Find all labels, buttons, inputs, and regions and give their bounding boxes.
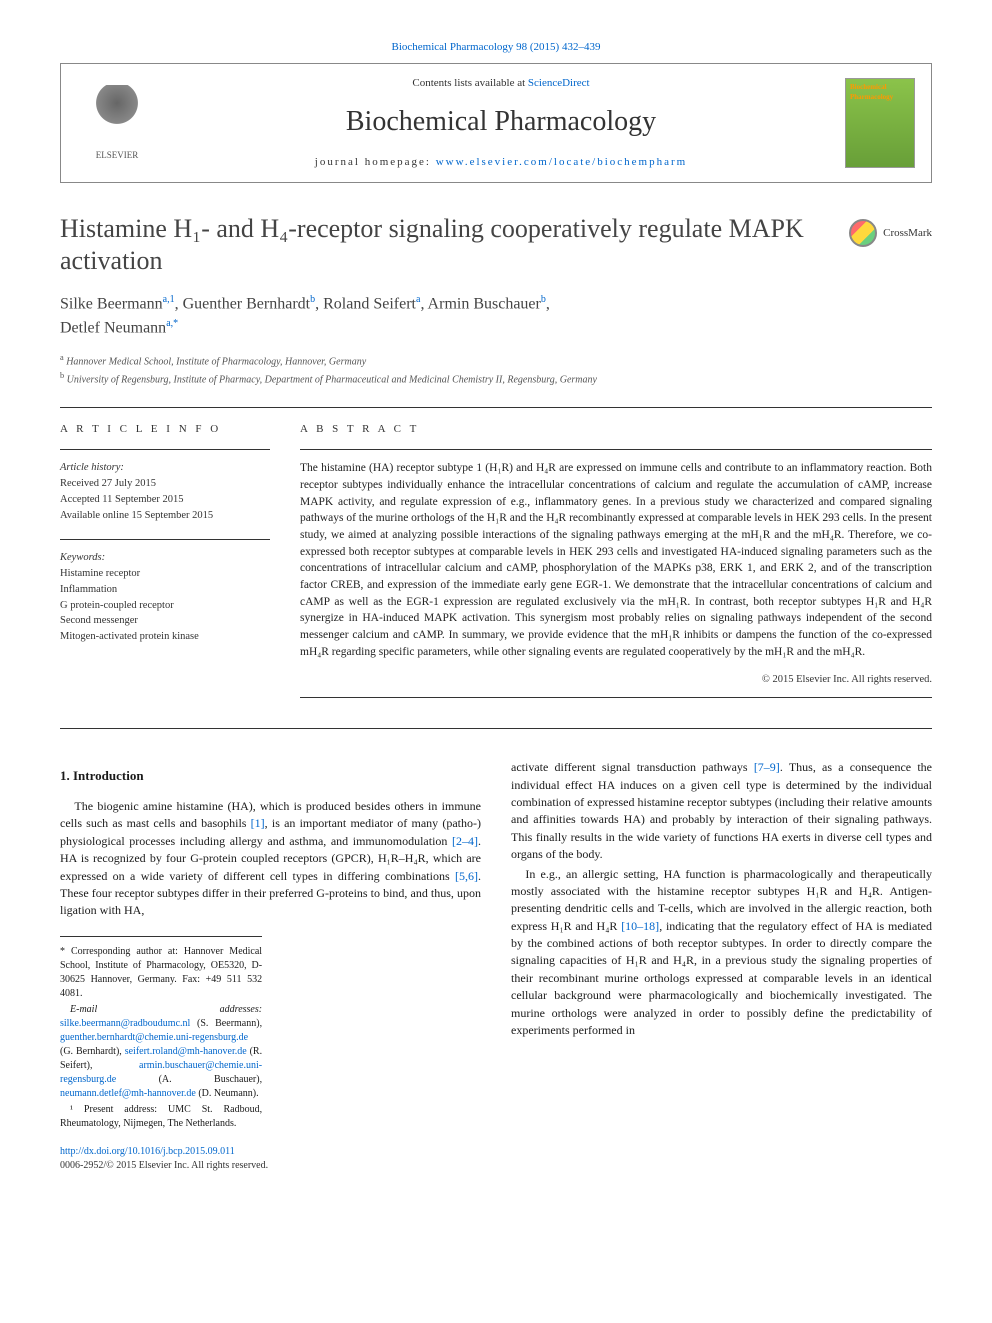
citation-link[interactable]: [1] xyxy=(251,816,265,830)
abstract-heading: A B S T R A C T xyxy=(300,422,932,437)
abstract-copyright: © 2015 Elsevier Inc. All rights reserved… xyxy=(300,673,932,688)
journal-homepage-line: journal homepage: www.elsevier.com/locat… xyxy=(157,155,845,170)
introduction-heading: 1. Introduction xyxy=(60,767,481,786)
keyword: Inflammation xyxy=(60,582,270,598)
citation-link[interactable]: [10–18] xyxy=(621,919,659,933)
doi-link[interactable]: http://dx.doi.org/10.1016/j.bcp.2015.09.… xyxy=(60,1146,235,1157)
article-title: Histamine H₁- and H₄-receptor signaling … xyxy=(60,213,829,275)
affiliations: a Hannover Medical School, Institute of … xyxy=(60,352,932,387)
elsevier-tree-icon xyxy=(87,85,147,145)
email-addresses: E-mail addresses: silke.beermann@radboud… xyxy=(60,1003,262,1101)
journal-homepage-link[interactable]: www.elsevier.com/locate/biochempharm xyxy=(436,156,688,168)
abstract-text: The histamine (HA) receptor subtype 1 (H… xyxy=(300,460,932,660)
rule-top xyxy=(60,407,932,408)
keyword: Second messenger xyxy=(60,613,270,629)
article-info-heading: A R T I C L E I N F O xyxy=(60,422,270,437)
email-link[interactable]: seifert.roland@mh-hanover.de xyxy=(125,1046,247,1057)
present-address-note: ¹ Present address: UMC St. Radboud, Rheu… xyxy=(60,1103,262,1131)
footnotes: * Corresponding author at: Hannover Medi… xyxy=(60,936,262,1131)
keyword: G protein-coupled receptor xyxy=(60,598,270,614)
corresponding-author-note: * Corresponding author at: Hannover Medi… xyxy=(60,945,262,1001)
keywords-block: Keywords: Histamine receptor Inflammatio… xyxy=(60,550,270,645)
journal-header-box: ELSEVIER Contents lists available at Sci… xyxy=(60,63,932,183)
crossmark-badge[interactable]: CrossMark xyxy=(849,219,932,247)
email-link[interactable]: neumann.detlef@mh-hannover.de xyxy=(60,1088,196,1099)
article-history: Article history: Received 27 July 2015 A… xyxy=(60,460,270,523)
body-paragraph: The biogenic amine histamine (HA), which… xyxy=(60,798,481,920)
rule-mid xyxy=(60,728,932,729)
author-list: Silke Beermanna,1, Guenther Bernhardtb, … xyxy=(60,292,932,341)
crossmark-icon xyxy=(849,219,877,247)
publisher-name: ELSEVIER xyxy=(96,149,139,162)
email-link[interactable]: guenther.bernhardt@chemie.uni-regensburg… xyxy=(60,1032,248,1043)
article-body: 1. Introduction The biogenic amine hista… xyxy=(60,759,932,1174)
elsevier-logo: ELSEVIER xyxy=(77,78,157,168)
journal-citation[interactable]: Biochemical Pharmacology 98 (2015) 432–4… xyxy=(60,40,932,55)
journal-cover-thumbnail: Biochemical Pharmacology xyxy=(845,78,915,168)
contents-available-line: Contents lists available at ScienceDirec… xyxy=(157,76,845,91)
keyword: Mitogen-activated protein kinase xyxy=(60,629,270,645)
email-link[interactable]: silke.beermann@radboudumc.nl xyxy=(60,1018,190,1029)
body-paragraph: activate different signal transduction p… xyxy=(511,759,932,863)
citation-link[interactable]: [7–9] xyxy=(754,760,780,774)
doi-block: http://dx.doi.org/10.1016/j.bcp.2015.09.… xyxy=(60,1145,481,1174)
body-paragraph: In e.g., an allergic setting, HA functio… xyxy=(511,866,932,1040)
issn-copyright: 0006-2952/© 2015 Elsevier Inc. All right… xyxy=(60,1160,268,1171)
keyword: Histamine receptor xyxy=(60,566,270,582)
sciencedirect-link[interactable]: ScienceDirect xyxy=(528,77,590,89)
citation-link[interactable]: [5,6] xyxy=(455,869,478,883)
crossmark-label: CrossMark xyxy=(883,227,932,240)
journal-title: Biochemical Pharmacology xyxy=(157,102,845,141)
citation-link[interactable]: [2–4] xyxy=(452,834,478,848)
